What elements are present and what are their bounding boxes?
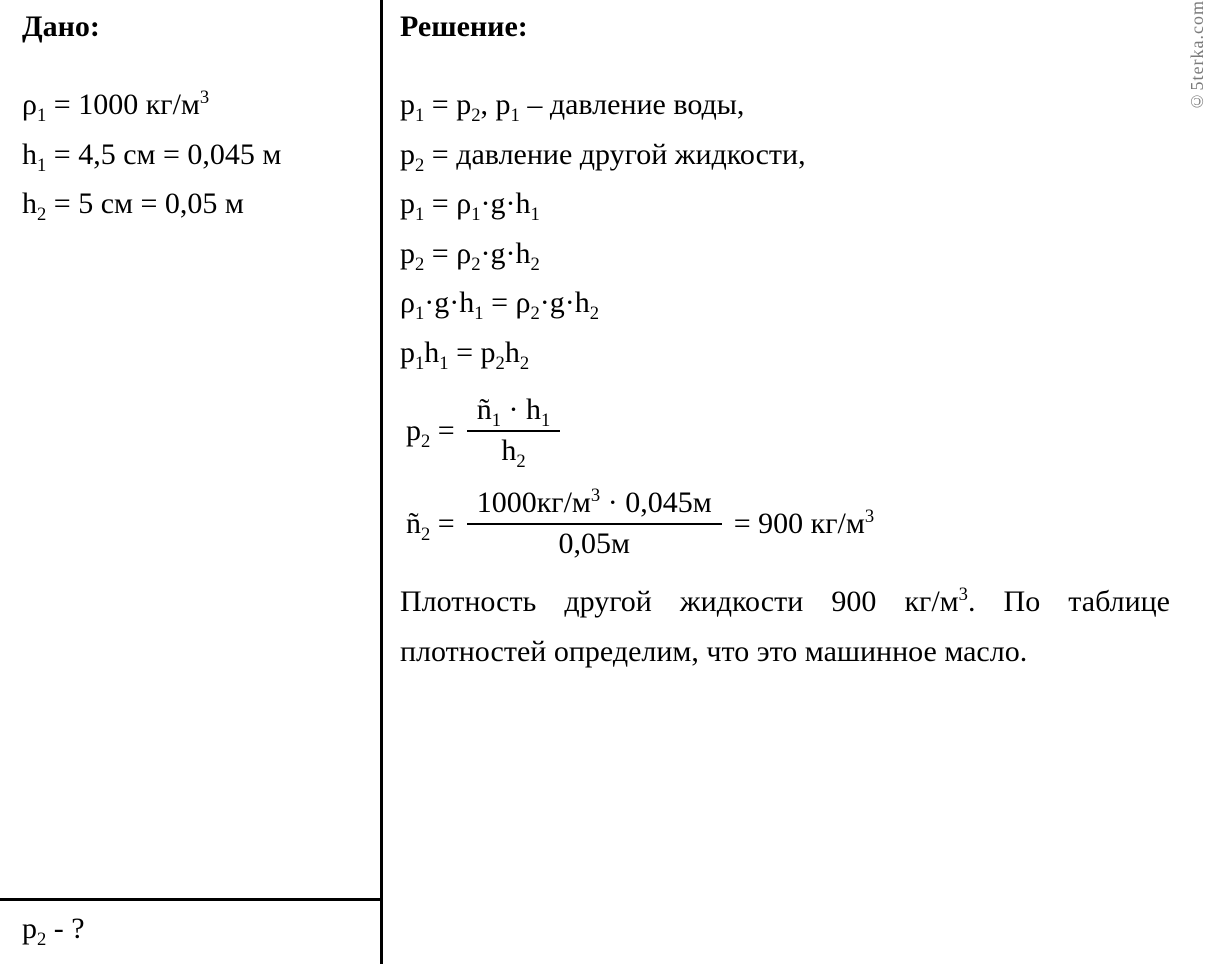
page-root: ©5terka.com Дано: ρ1 = 1000 кг/м3 h1 = 4… bbox=[0, 0, 1214, 964]
frac2-numerator: 1000кг/м3 · 0,045м bbox=[467, 484, 722, 523]
frac2-denominator: 0,05м bbox=[548, 525, 639, 564]
solution-line-5: ρ1·g·h1 = ρ2·g·h2 bbox=[400, 278, 1180, 328]
sought-quantity: p2 - ? bbox=[22, 912, 85, 946]
frac2-rhs: = 900 кг/м3 bbox=[734, 507, 874, 540]
solution-line-2: p2 = давление другой жидкости, bbox=[400, 130, 1180, 180]
frac2-fraction: 1000кг/м3 · 0,045м 0,05м bbox=[467, 484, 722, 563]
equation-fraction-1: p2 = ñ1 · h1 h2 bbox=[406, 391, 1180, 470]
solution-line-1: p1 = p2, p1 – давление воды, bbox=[400, 80, 1180, 130]
given-line-h2: h2 = 5 см = 0,05 м bbox=[22, 179, 372, 229]
given-column: Дано: ρ1 = 1000 кг/м3 h1 = 4,5 см = 0,04… bbox=[22, 10, 372, 229]
frac1-numerator: ñ1 · h1 bbox=[467, 391, 561, 430]
source-watermark: ©5terka.com bbox=[1187, 0, 1208, 111]
solution-line-4: p2 = ρ2·g·h2 bbox=[400, 229, 1180, 279]
given-line-rho1: ρ1 = 1000 кг/м3 bbox=[22, 80, 372, 130]
frac1-lhs: p2 = bbox=[406, 414, 455, 447]
frac2-lhs: ñ2 = bbox=[406, 507, 455, 540]
equation-fraction-2: ñ2 = 1000кг/м3 · 0,045м 0,05м = 900 кг/м… bbox=[406, 484, 1180, 563]
frac1-denominator: h2 bbox=[491, 432, 535, 471]
given-line-h1: h1 = 4,5 см = 0,045 м bbox=[22, 130, 372, 180]
solution-line-6: p1h1 = p2h2 bbox=[400, 328, 1180, 378]
given-heading: Дано: bbox=[22, 10, 372, 44]
solution-column: Решение: p1 = p2, p1 – давление воды, p2… bbox=[400, 10, 1180, 676]
horizontal-divider bbox=[0, 898, 380, 901]
solution-heading: Решение: bbox=[400, 10, 1180, 44]
solution-conclusion: Плотность другой жидкости 900 кг/м3. По … bbox=[400, 577, 1170, 676]
solution-line-3: p1 = ρ1·g·h1 bbox=[400, 179, 1180, 229]
frac1-fraction: ñ1 · h1 h2 bbox=[467, 391, 561, 470]
vertical-divider bbox=[380, 0, 383, 964]
